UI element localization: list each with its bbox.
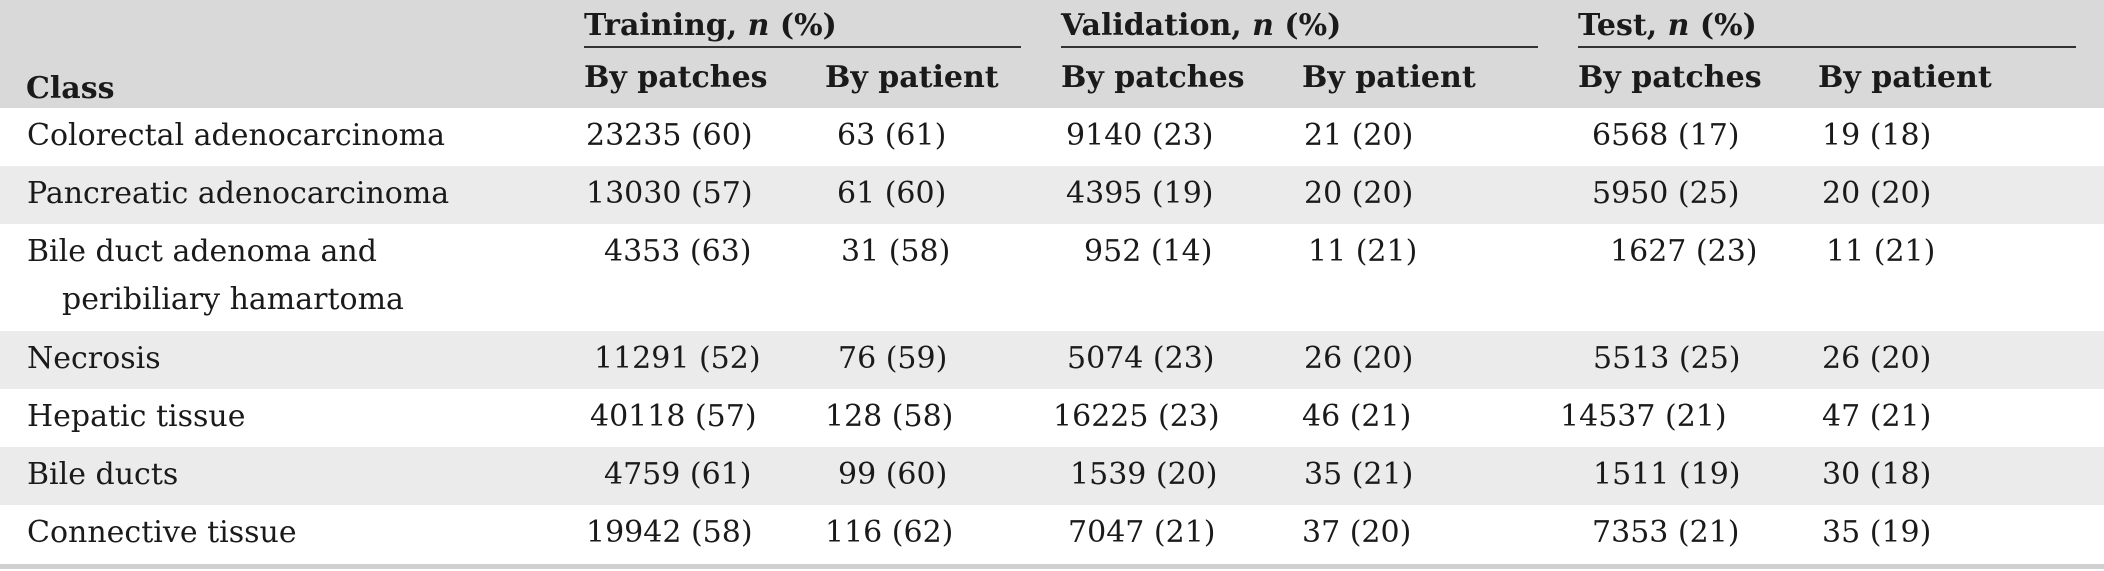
validation-patches-cell: 16225 (23) [1053,399,1220,434]
class-cell: Hepatic tissue [0,389,566,447]
test-patient-cell: 19 (18) [1822,118,1932,153]
training-patient-cell: 116 (62) [825,515,954,550]
training-patches-cell: 23235 (60) [586,118,753,153]
test-patches-cell: 1627 (23) [1610,234,1758,269]
validation-patient-cell: 21 (20) [1304,118,1414,153]
test-patches-cell: 5513 (25) [1593,341,1741,376]
test-patient-cell: 30 (18) [1822,457,1932,492]
class-column-header: Class [0,0,566,108]
class-name: Necrosis [27,341,161,376]
table-row: Necrosis 11291 (52) 76 (59) 5074 (23) 26… [0,331,2104,389]
test-patches-cell: 6568 (17) [1592,118,1740,153]
test-patches-cell: 1511 (19) [1593,457,1741,492]
test-patches-cell: 7353 (21) [1592,515,1740,550]
training-by-patches-header: By patches [584,60,768,95]
training-patient-cell: 63 (61) [837,118,947,153]
training-patient-cell: 76 (59) [838,341,948,376]
class-name: Connective tissue [27,515,297,550]
validation-group-header: Validation, n (%) [1043,0,1560,56]
test-patient-cell: 11 (21) [1826,234,1936,269]
validation-patient-cell: 11 (21) [1308,234,1418,269]
validation-group-name: Validation [1061,8,1232,43]
table-row: Bile duct adenoma and peribiliary hamarto… [0,224,2104,331]
table-row: Connective tissue 19942 (58) 116 (62) 70… [0,505,2104,563]
test-pct-suffix: (%) [1689,8,1757,43]
table-header: Class Training, n (%) Validation, n (%) … [0,0,2104,108]
validation-patches-cell: 9140 (23) [1066,118,1214,153]
validation-pct-suffix: (%) [1273,8,1342,43]
class-cell: Connective tissue [0,505,566,563]
training-pct-suffix: (%) [769,8,837,43]
table-row: Hepatic tissue 40118 (57) 128 (58) 16225… [0,389,2104,447]
validation-by-patient-header: By patient [1302,60,1476,95]
test-patches-cell: 14537 (21) [1560,399,1727,434]
training-patches-cell: 19942 (58) [586,515,753,550]
test-patches-cell: 5950 (25) [1592,176,1740,211]
validation-patches-cell: 1539 (20) [1070,457,1218,492]
table-row: Colorectal adenocarcinoma 23235 (60) 63 … [0,108,2104,166]
test-by-patches-header: By patches [1578,60,1762,95]
class-header-label: Class [26,71,115,106]
validation-patches-cell: 952 (14) [1084,234,1213,269]
table-bottom-rule [0,564,2104,569]
training-group-name: Training [584,8,727,43]
training-patient-cell: 61 (60) [837,176,947,211]
class-cell: Necrosis [0,331,566,389]
table-body: Colorectal adenocarcinoma 23235 (60) 63 … [0,108,2104,563]
training-patches-cell: 4353 (63) [604,234,752,269]
test-group-name: Test [1578,8,1647,43]
test-n-symbol: n [1667,8,1690,43]
test-patient-cell: 20 (20) [1822,176,1932,211]
table-row: Bile ducts 4759 (61) 99 (60) 1539 (20) 3… [0,447,2104,505]
test-group-header: Test, n (%) [1560,0,2104,56]
validation-patient-cell: 20 (20) [1304,176,1414,211]
training-patches-cell: 13030 (57) [586,176,753,211]
validation-patches-cell: 4395 (19) [1066,176,1214,211]
validation-patient-cell: 37 (20) [1302,515,1412,550]
class-name: Pancreatic adenocarcinoma [27,176,450,211]
training-patches-cell: 4759 (61) [604,457,752,492]
validation-patches-cell: 5074 (23) [1067,341,1215,376]
training-patient-cell: 128 (58) [825,399,954,434]
training-group-header: Training, n (%) [566,0,1043,56]
training-n-symbol: n [747,8,770,43]
validation-patient-cell: 46 (21) [1302,399,1412,434]
validation-by-patches-header: By patches [1061,60,1245,95]
validation-patient-cell: 35 (21) [1304,457,1414,492]
test-patient-cell: 26 (20) [1822,341,1932,376]
class-cell: Bile duct adenoma and peribiliary hamarto… [0,224,566,331]
header-group-row: Class Training, n (%) Validation, n (%) … [0,0,2104,106]
class-name: Bile ducts [27,457,179,492]
test-patient-cell: 47 (21) [1822,399,1932,434]
test-by-patient-header: By patient [1818,60,1992,95]
training-patches-cell: 40118 (57) [590,399,757,434]
training-patient-cell: 99 (60) [838,457,948,492]
class-cell: Bile ducts [0,447,566,505]
training-patches-cell: 11291 (52) [594,341,761,376]
table-row: Pancreatic adenocarcinoma 13030 (57) 61 … [0,166,2104,224]
validation-patches-cell: 7047 (21) [1068,515,1216,550]
class-cell: Pancreatic adenocarcinoma [0,166,566,224]
class-name: Colorectal adenocarcinoma [27,118,446,153]
training-by-patient-header: By patient [825,60,999,95]
class-name: Hepatic tissue [27,399,246,434]
class-name-continuation: peribiliary hamartoma [62,282,404,317]
test-patient-cell: 35 (19) [1822,515,1932,550]
validation-n-symbol: n [1252,8,1274,43]
class-cell: Colorectal adenocarcinoma [0,108,566,166]
validation-patient-cell: 26 (20) [1304,341,1414,376]
class-name: Bile duct adenoma and [27,234,377,269]
training-patient-cell: 31 (58) [841,234,951,269]
